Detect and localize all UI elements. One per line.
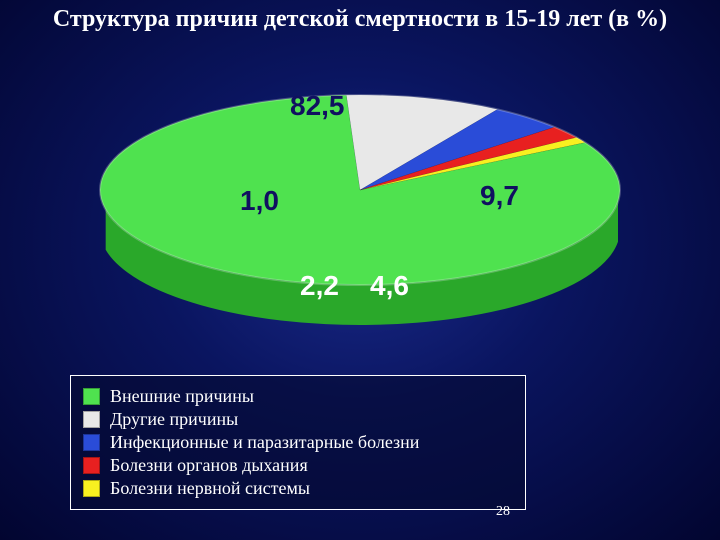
legend-swatch — [83, 388, 100, 405]
pie-chart: 82,5 9,7 4,6 2,2 1,0 — [60, 60, 660, 340]
slice-value-label: 82,5 — [290, 90, 345, 122]
legend: Внешние причиныДругие причиныИнфекционны… — [70, 375, 526, 510]
legend-item: Болезни органов дыхания — [83, 455, 513, 476]
slice-value-label: 2,2 — [300, 270, 339, 302]
legend-item: Инфекционные и паразитарные болезни — [83, 432, 513, 453]
legend-swatch — [83, 434, 100, 451]
legend-item: Болезни нервной системы — [83, 478, 513, 499]
chart-title: Структура причин детской смертности в 15… — [0, 6, 720, 33]
legend-label: Другие причины — [110, 409, 238, 430]
legend-item: Внешние причины — [83, 386, 513, 407]
slice-value-label: 4,6 — [370, 270, 409, 302]
legend-swatch — [83, 457, 100, 474]
legend-label: Болезни нервной системы — [110, 478, 310, 499]
legend-swatch — [83, 480, 100, 497]
page-number: 28 — [496, 504, 510, 520]
legend-label: Инфекционные и паразитарные болезни — [110, 432, 419, 453]
slice-value-label: 1,0 — [240, 185, 279, 217]
legend-item: Другие причины — [83, 409, 513, 430]
slice-value-label: 9,7 — [480, 180, 519, 212]
legend-label: Болезни органов дыхания — [110, 455, 308, 476]
legend-label: Внешние причины — [110, 386, 254, 407]
legend-swatch — [83, 411, 100, 428]
